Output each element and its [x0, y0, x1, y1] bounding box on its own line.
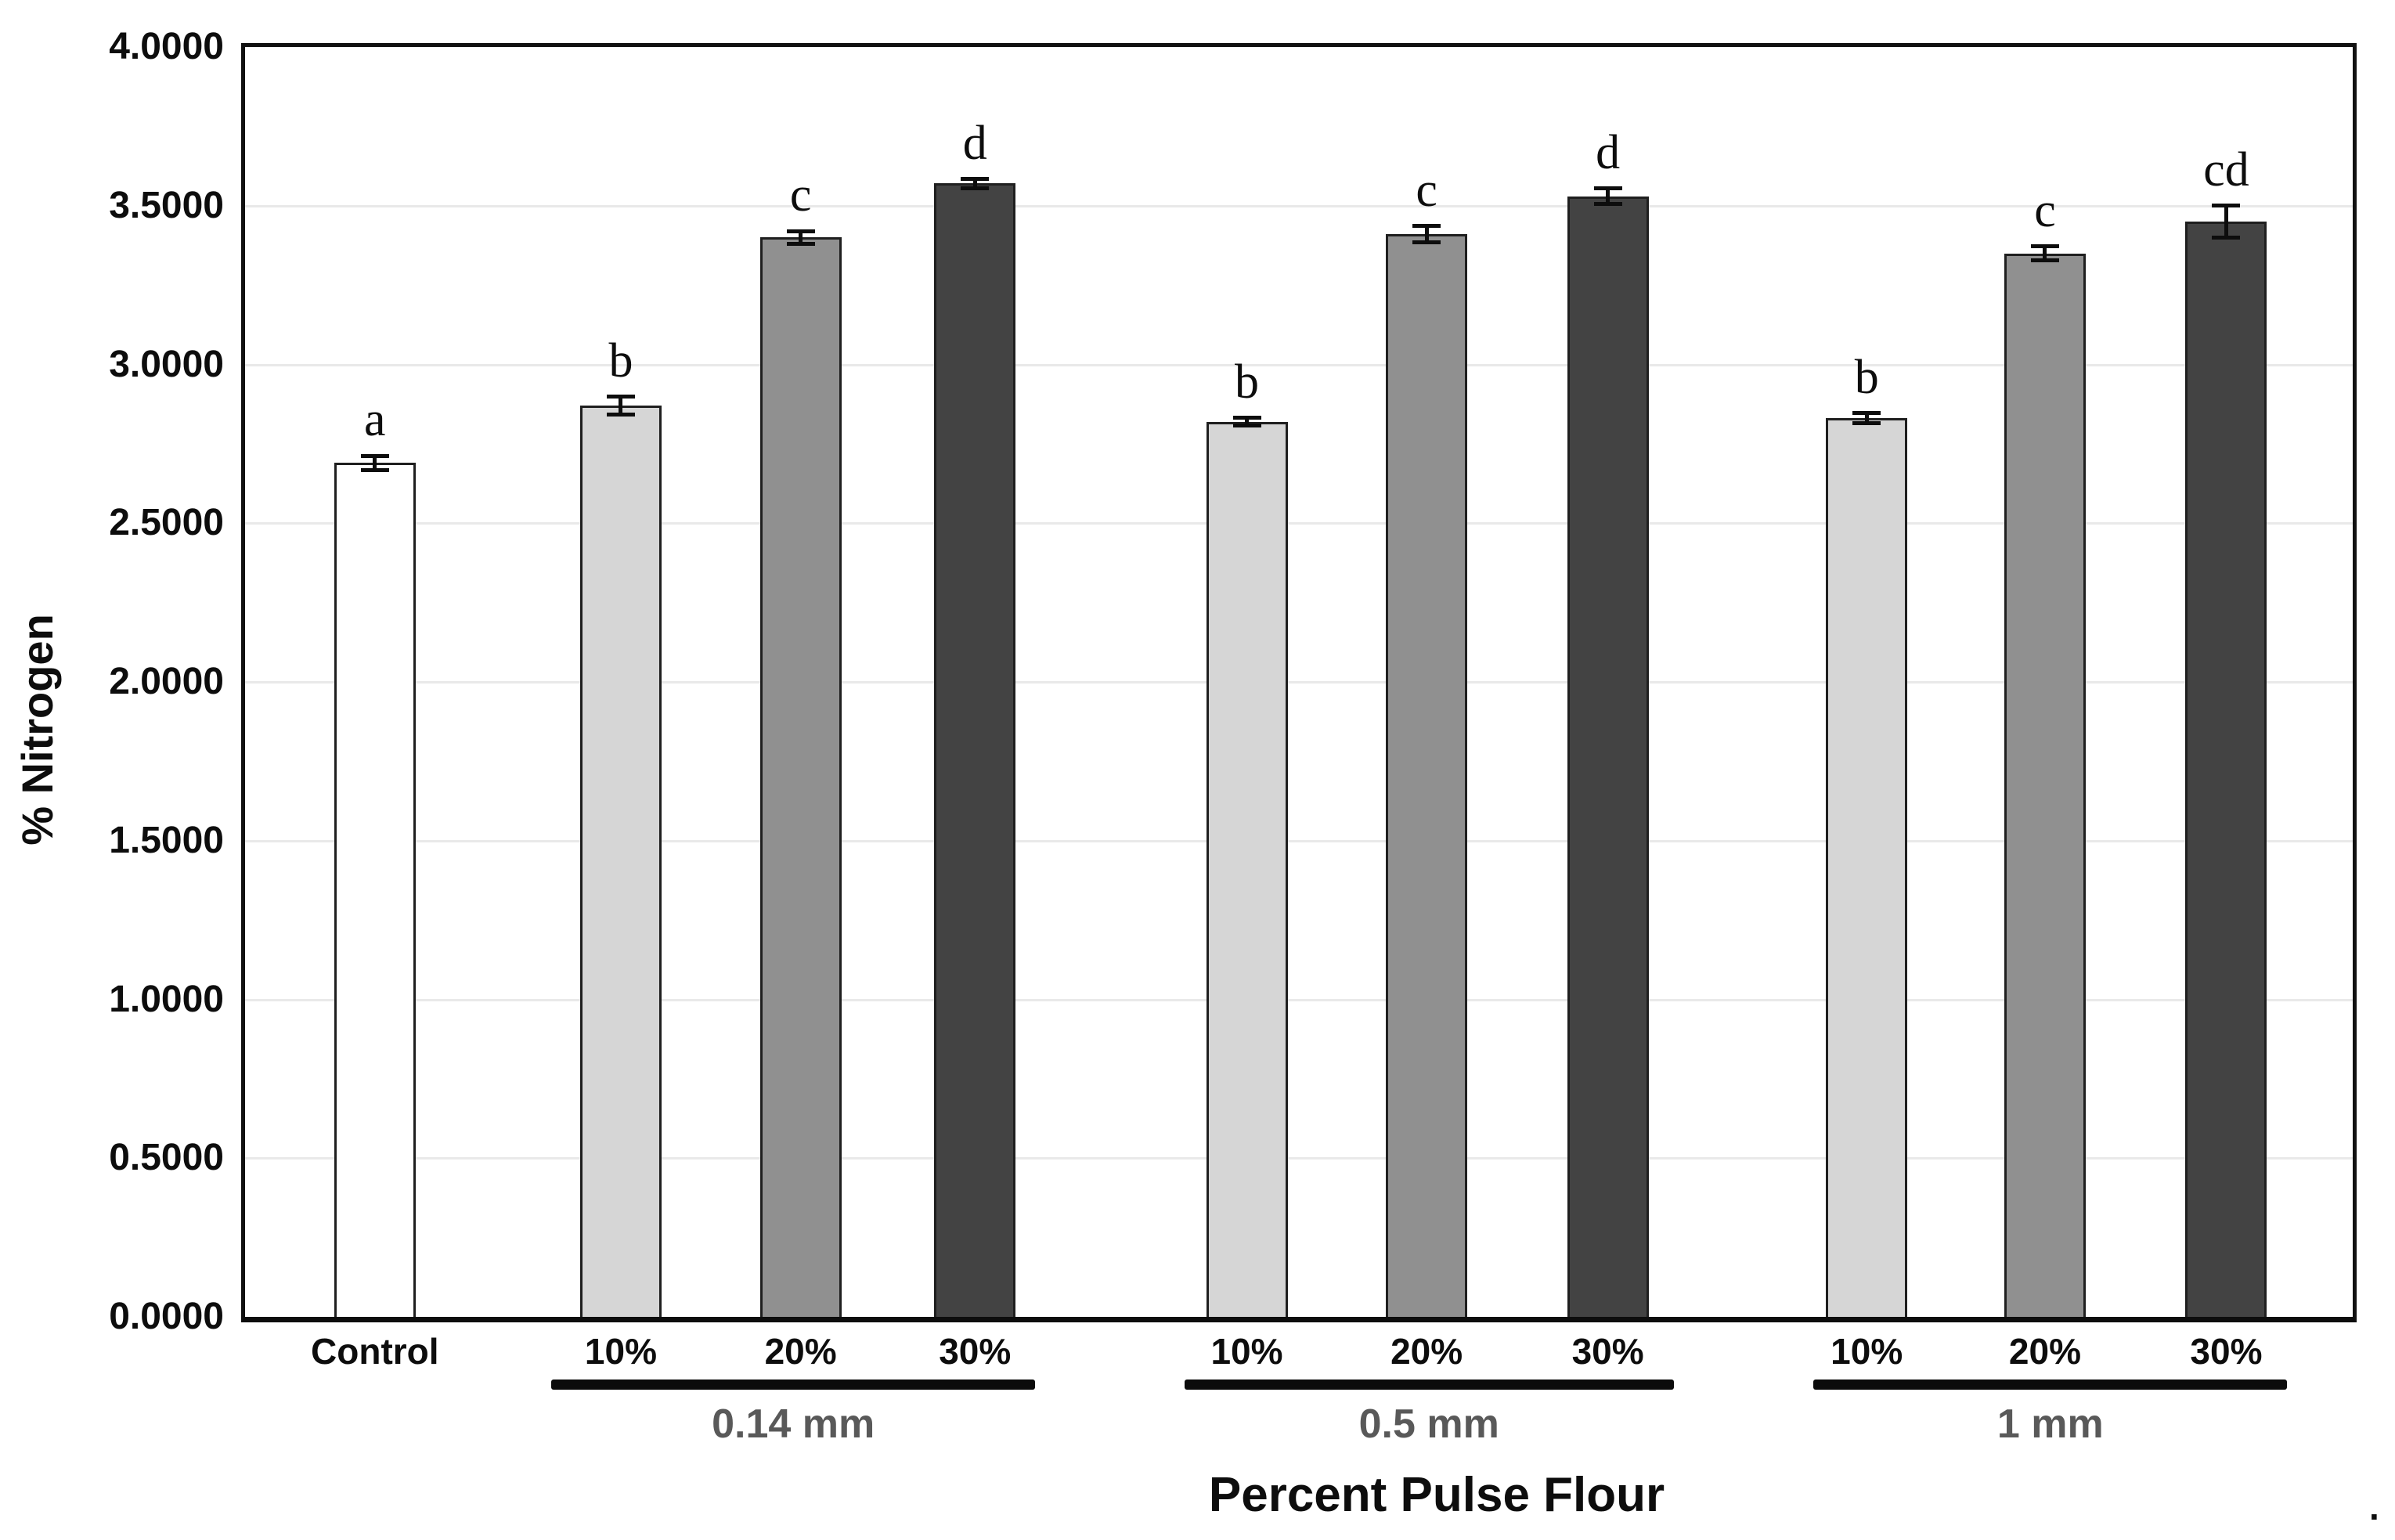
error-bar — [972, 179, 977, 189]
error-bar — [373, 456, 377, 471]
y-tick-label: 4.0000 — [109, 26, 224, 67]
significance-letter: b — [1235, 355, 1259, 409]
error-bar-cap — [2212, 204, 2241, 208]
gridline — [245, 998, 2353, 1001]
error-bar-cap — [961, 177, 990, 182]
y-tick-label: 3.0000 — [109, 343, 224, 385]
error-bar-cap — [606, 395, 635, 399]
error-bar-cap — [1232, 423, 1261, 427]
gridline — [245, 839, 2353, 842]
gridline — [245, 1157, 2353, 1160]
error-bar-cap — [2030, 258, 2059, 262]
y-tick-label: 0.0000 — [109, 1296, 224, 1337]
error-bar — [619, 396, 623, 415]
significance-letter: d — [1596, 125, 1621, 179]
group-bracket-label: 0.14 mm — [712, 1401, 875, 1447]
group-bracket — [551, 1380, 1036, 1390]
error-bar-cap — [360, 467, 389, 472]
category-label: 10% — [1210, 1331, 1283, 1372]
bar — [1386, 234, 1468, 1317]
category-label: 20% — [764, 1331, 837, 1372]
y-tick-label: 0.5000 — [109, 1137, 224, 1179]
significance-letter: b — [1854, 350, 1879, 404]
bar — [1826, 418, 1908, 1317]
error-bar — [1864, 413, 1869, 424]
error-bar-cap — [961, 186, 990, 190]
y-tick-label: 1.0000 — [109, 978, 224, 1020]
error-bar — [2043, 246, 2047, 261]
y-tick-label: 2.5000 — [109, 502, 224, 544]
category-label: 20% — [2008, 1331, 2081, 1372]
error-bar-cap — [2030, 244, 2059, 249]
bar — [759, 237, 842, 1317]
bar — [1206, 421, 1288, 1317]
trailing-period: . — [2369, 1487, 2379, 1527]
bar — [2004, 253, 2086, 1317]
group-bracket-label: 1 mm — [1996, 1401, 2104, 1447]
error-bar-cap — [1412, 224, 1441, 229]
error-bar-cap — [1852, 421, 1881, 426]
plot-area: a b c d b c d b c cd — [241, 43, 2357, 1322]
gridline — [245, 522, 2353, 525]
error-bar — [799, 231, 803, 244]
group-bracket — [1813, 1380, 2288, 1390]
error-bar-cap — [1852, 411, 1881, 416]
y-axis-title: % Nitrogen — [13, 614, 62, 846]
bar — [579, 406, 662, 1317]
significance-letter: d — [962, 116, 987, 170]
group-bracket — [1184, 1380, 1674, 1390]
error-bar — [1606, 188, 1610, 204]
group-bracket-label: 0.5 mm — [1358, 1401, 1499, 1447]
category-label: 30% — [2190, 1331, 2263, 1372]
error-bar-cap — [1593, 186, 1622, 191]
y-tick-label: 1.5000 — [109, 819, 224, 861]
x-axis-title: Percent Pulse Flour — [1208, 1468, 1665, 1522]
error-bar-cap — [2212, 235, 2241, 240]
error-bar-cap — [606, 413, 635, 417]
category-label: 20% — [1390, 1331, 1463, 1372]
error-bar-cap — [1412, 240, 1441, 245]
category-label: Control — [311, 1331, 439, 1372]
category-label: 30% — [1571, 1331, 1644, 1372]
y-tick-label: 3.5000 — [109, 184, 224, 226]
error-bar-cap — [1593, 201, 1622, 206]
error-bar-cap — [1232, 416, 1261, 420]
gridline — [245, 681, 2353, 683]
bar — [934, 183, 1016, 1317]
category-label: 10% — [1831, 1331, 1903, 1372]
category-label: 10% — [584, 1331, 657, 1372]
error-bar — [2224, 205, 2228, 238]
bar — [334, 463, 416, 1317]
bar — [2185, 222, 2267, 1317]
bar — [1567, 196, 1649, 1317]
significance-letter: cd — [2203, 142, 2249, 197]
y-tick-label: 2.0000 — [109, 661, 224, 702]
error-bar-cap — [786, 241, 815, 246]
significance-letter: c — [789, 168, 812, 222]
gridline — [245, 363, 2353, 366]
error-bar — [1245, 417, 1249, 426]
significance-letter: a — [364, 393, 386, 447]
error-bar — [1424, 225, 1429, 243]
significance-letter: b — [608, 334, 633, 388]
error-bar-cap — [360, 453, 389, 458]
gridline — [245, 204, 2353, 207]
significance-letter: c — [1416, 163, 1437, 217]
error-bar-cap — [786, 229, 815, 233]
significance-letter: c — [2034, 183, 2056, 237]
category-label: 30% — [939, 1331, 1012, 1372]
